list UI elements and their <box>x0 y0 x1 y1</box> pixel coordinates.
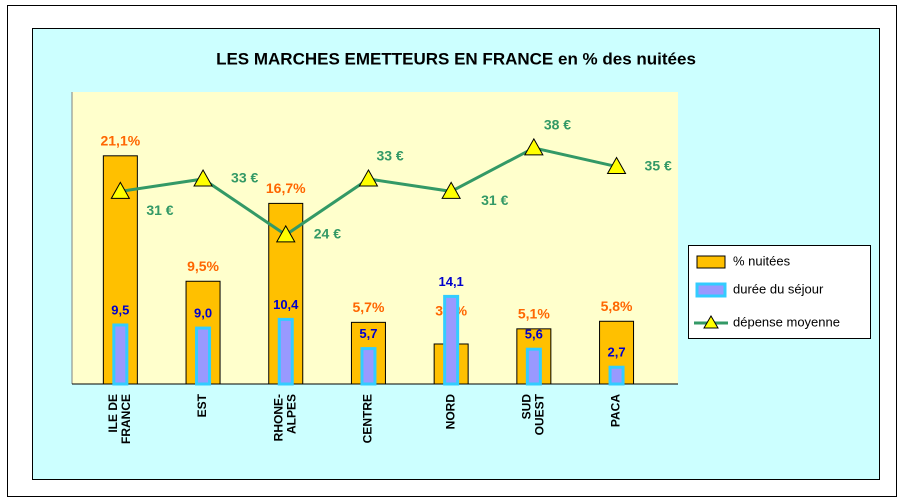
bar <box>112 323 129 386</box>
x-tick-label: NORD <box>443 394 457 430</box>
legend-swatch <box>703 315 719 329</box>
x-tick-label: ILE DE <box>106 394 120 433</box>
x-tick-label: PACA <box>609 394 623 427</box>
x-tick-label: SUD <box>520 394 534 420</box>
x-tick-label: FRANCE <box>119 394 133 444</box>
data-label: 5,8% <box>601 298 633 314</box>
data-label: 5,7% <box>352 299 384 315</box>
data-label: 10,4 <box>273 297 299 312</box>
marker <box>441 181 462 199</box>
marker <box>193 168 213 187</box>
marker <box>523 137 544 156</box>
legend-label: durée du séjour <box>733 281 824 296</box>
data-label: 21,1% <box>100 133 140 149</box>
data-label: 33 € <box>376 148 403 164</box>
data-label: 31 € <box>481 192 508 208</box>
marker <box>606 156 627 175</box>
x-tick-label: RHONE- <box>271 394 285 441</box>
data-label: 5,1% <box>518 306 550 322</box>
bar <box>443 294 460 386</box>
data-label: 5,7 <box>359 326 377 341</box>
chart-title: LES MARCHES EMETTEURS EN FRANCE en % des… <box>216 49 696 68</box>
data-label: 35 € <box>645 157 672 173</box>
x-tick-label: EST <box>195 393 209 417</box>
x-tick-label: CENTRE <box>361 394 375 443</box>
bar <box>360 347 377 386</box>
data-label: 5,6 <box>525 327 543 342</box>
bar <box>277 317 294 386</box>
data-label: 9,5% <box>187 258 219 274</box>
bar <box>608 365 625 386</box>
legend-label: dépense moyenne <box>733 314 840 329</box>
data-label: 31 € <box>146 202 173 218</box>
x-tick-label: OUEST <box>533 393 547 435</box>
data-label: 14,1 <box>438 274 463 289</box>
legend-label: % nuitées <box>733 253 791 268</box>
bar <box>195 326 212 386</box>
marker <box>110 181 131 199</box>
data-label: 16,7% <box>266 180 306 196</box>
x-tick-label: ALPES <box>284 394 298 434</box>
data-label: 9,0 <box>194 306 212 321</box>
data-label: 38 € <box>544 117 571 133</box>
data-label: 9,5 <box>111 302 129 317</box>
legend-swatch <box>695 282 727 298</box>
data-label: 33 € <box>231 170 258 186</box>
bar <box>525 347 542 386</box>
marker <box>275 224 296 243</box>
data-label: 2,7 <box>608 345 626 360</box>
data-label: 24 € <box>314 226 341 242</box>
marker <box>358 168 379 187</box>
legend-swatch <box>696 255 726 269</box>
